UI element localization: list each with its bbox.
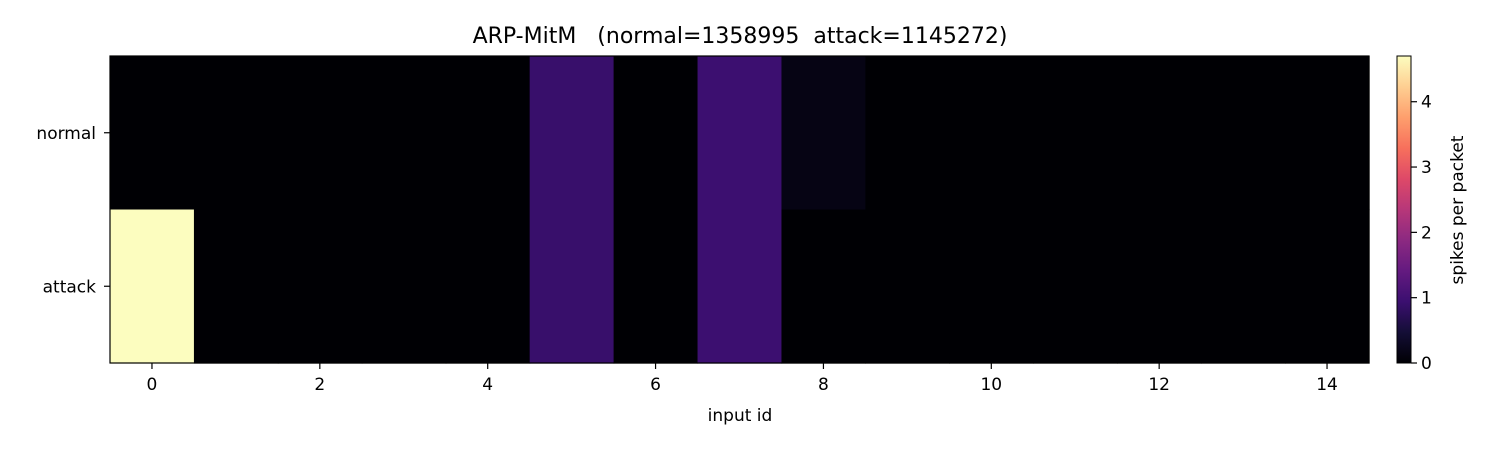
heatmap-cell [1117,209,1202,364]
colorbar-gradient [1396,55,1412,364]
colorbar-label: spikes per packet [1448,135,1468,284]
heatmap-cell [110,56,195,211]
heatmap-cell [865,209,950,364]
heatmap-cell [613,56,699,211]
heatmap-cell [781,56,866,211]
colorbar-tick-label: 2 [1421,223,1432,243]
heatmap-cells [110,56,1370,364]
heatmap-cell [1117,56,1202,211]
heatmap-cell [361,56,447,211]
x-tick-label: 10 [980,375,1002,395]
x-tick-label: 14 [1316,375,1338,395]
heatmap-cell [1285,209,1370,364]
x-tick-label: 4 [482,375,493,395]
colorbar: 0 1 2 3 4 spikes per packet [1396,55,1468,374]
heatmap-cell [110,209,195,364]
heatmap-cell [613,209,699,364]
heatmap-cell [193,209,279,364]
x-tick-label: 12 [1148,375,1170,395]
heatmap-cell [277,209,363,364]
colorbar-tick-label: 0 [1421,354,1432,374]
heatmap-cell [697,209,783,364]
heatmap-cell [445,56,531,211]
heatmap-cell [193,56,279,211]
x-tick-label: 6 [650,375,661,395]
heatmap-cell [949,209,1034,364]
colorbar-ticks: 0 1 2 3 4 [1411,93,1432,374]
x-tick-label: 8 [818,375,829,395]
x-tick-label: 2 [314,375,325,395]
heatmap-cell [1033,209,1118,364]
y-axis: normal attack [36,124,110,297]
heatmap-cell [1201,56,1286,211]
plot-frame [109,55,1370,364]
colorbar-tick-label: 3 [1421,158,1432,178]
x-axis: 0 2 4 6 8 10 12 14 [147,363,1338,395]
x-tick-label: 0 [147,375,158,395]
heatmap-cell [781,209,866,364]
chart-title: ARP-MitM (normal=1358995 attack=1145272) [473,24,1008,49]
heatmap-cell [865,56,950,211]
heatmap-cell [529,56,615,211]
heatmap-cell [277,56,363,211]
heatmap-cell [1201,209,1286,364]
heatmap-cell [697,56,783,211]
heatmap-cell [1033,56,1118,211]
x-axis-label: input id [708,406,773,426]
heatmap-cell [949,56,1034,211]
heatmap-cell [361,209,447,364]
heatmap-cell [529,209,615,364]
colorbar-tick-label: 4 [1421,93,1432,113]
y-tick-label: normal [36,124,96,144]
y-tick-label: attack [43,277,97,297]
heatmap-cell [1285,56,1370,211]
colorbar-tick-label: 1 [1421,289,1432,309]
heatmap-cell [445,209,531,364]
